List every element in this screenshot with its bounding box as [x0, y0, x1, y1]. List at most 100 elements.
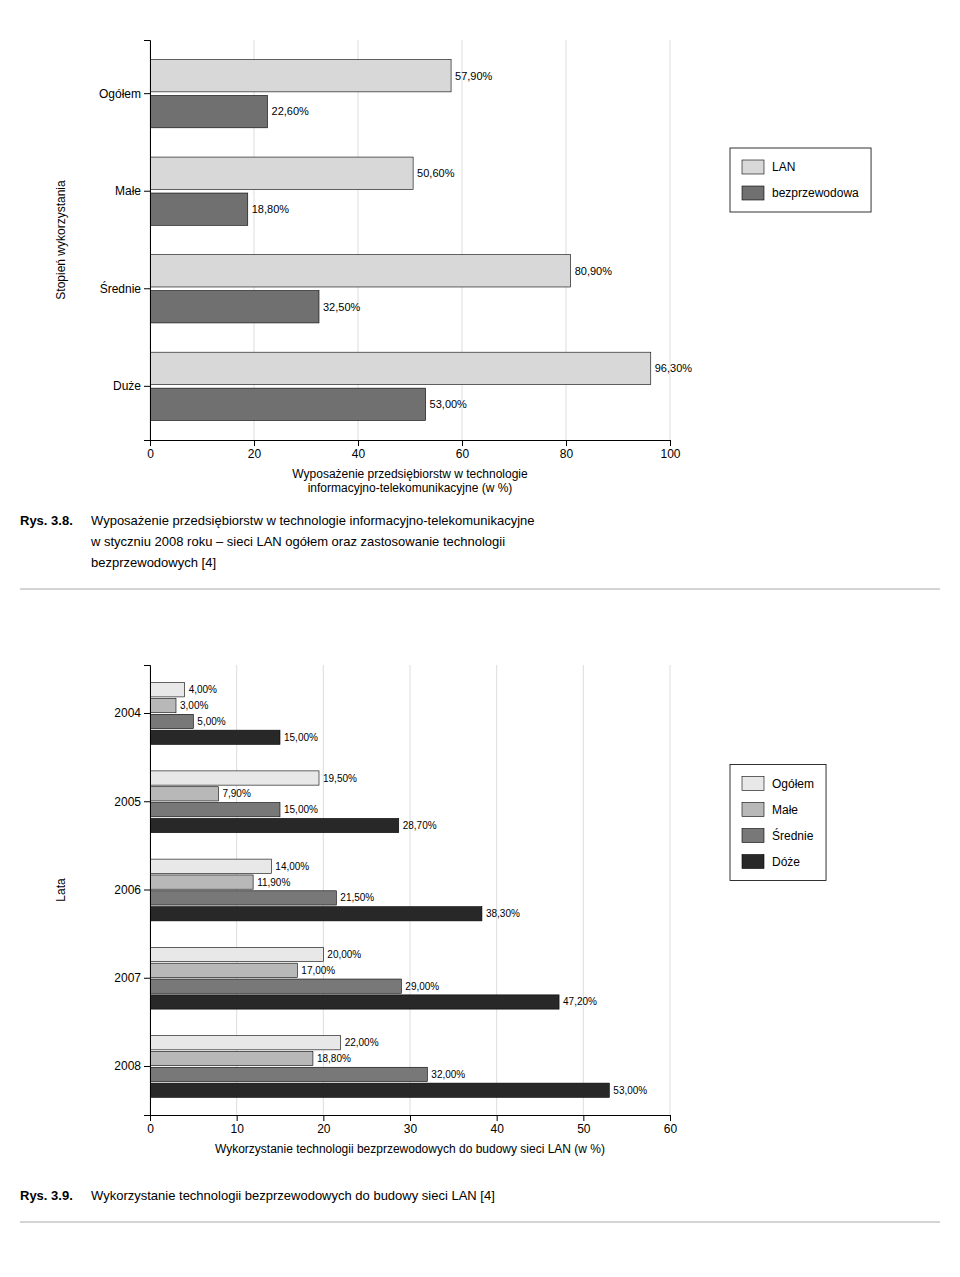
bar: [150, 995, 559, 1009]
data-label: 50,60%: [417, 167, 455, 179]
legend-label: Ogółem: [772, 777, 814, 791]
legend-swatch: [742, 777, 764, 791]
legend-item: Ogółem: [742, 777, 814, 791]
caption-text: Wykorzystanie technologii bezprzewodowyc…: [91, 1188, 495, 1203]
bar: [150, 1083, 609, 1097]
y-tick-mark: [144, 801, 150, 802]
bar: [150, 698, 176, 712]
x-tick: 100: [660, 440, 680, 461]
bar: [150, 714, 193, 728]
bar: [150, 388, 426, 420]
legend-swatch: [742, 803, 764, 817]
bar: [150, 875, 253, 889]
data-label: 47,20%: [563, 996, 597, 1007]
legend-item: LAN: [742, 160, 795, 174]
data-labels: 22,00%20,00%14,00%19,50%4,00%18,80%17,00…: [180, 684, 647, 1095]
y-tick: 2007: [114, 971, 150, 985]
legend-item: Średnie: [742, 828, 814, 843]
y-tick: Ogółem: [99, 86, 150, 100]
caption-label: Rys. 3.9.: [20, 1188, 73, 1203]
x-tick-mark: [323, 1115, 324, 1121]
data-label: 5,00%: [197, 716, 225, 727]
x-tick-mark: [670, 440, 671, 446]
bar-series: [150, 95, 426, 420]
y-tick-mark: [144, 978, 150, 979]
data-label: 53,00%: [430, 398, 468, 410]
x-tick-mark: [462, 440, 463, 446]
y-tick-mark: [144, 1066, 150, 1067]
data-label: 29,00%: [405, 981, 439, 992]
y-tick-label: Ogółem: [99, 86, 141, 100]
data-label: 17,00%: [301, 965, 335, 976]
bar: [150, 818, 399, 832]
bar: [150, 947, 323, 961]
x-tick-label: 20: [317, 1122, 331, 1136]
x-axis-title: Wyposażenie przedsiębiorstw w technologi…: [292, 467, 528, 495]
legend: LANbezprzewodowa: [730, 148, 871, 212]
grid-line: [670, 40, 671, 440]
x-tick-label: 30: [404, 1122, 418, 1136]
x-tick: 0: [147, 1115, 154, 1136]
bar-series: [150, 714, 427, 1081]
legend-items: LANbezprzewodowa: [742, 160, 859, 200]
x-tick-mark: [410, 1115, 411, 1121]
y-tick-label: 2005: [114, 795, 141, 809]
legend-swatch: [742, 829, 764, 843]
y-tick-label: Małe: [115, 184, 141, 198]
bar-series: [150, 698, 313, 1065]
y-axis: Duże Średnie Małe Ogółem: [99, 41, 151, 441]
bar: [150, 963, 297, 977]
x-axis: 0102030405060: [147, 1115, 677, 1136]
x-tick: 20: [317, 1115, 331, 1136]
chart: 96,30%80,90%50,60%57,90%53,00%32,50%18,8…: [54, 40, 871, 495]
x-tick-label: 100: [660, 447, 680, 461]
x-tick: 20: [248, 440, 262, 461]
caption-text: Wyposażenie przedsiębiorstw w technologi…: [91, 513, 535, 528]
y-tick-mark: [144, 713, 150, 714]
y-tick-label: Średnie: [100, 281, 142, 296]
data-label: 18,80%: [252, 203, 290, 215]
legend-label: LAN: [772, 160, 795, 174]
bar: [150, 907, 482, 921]
x-tick-label: 60: [664, 1122, 678, 1136]
y-tick-mark: [144, 288, 150, 289]
bar: [150, 771, 319, 785]
x-tick-label: 0: [147, 1122, 154, 1136]
y-axis: 2008 2007 2006 2005 2004: [114, 666, 150, 1116]
caption-text: bezprzewodowych [4]: [91, 555, 216, 570]
y-tick-label: 2004: [114, 706, 141, 720]
y-tick-label: 2007: [114, 971, 141, 985]
separator: [20, 588, 940, 589]
bars: [150, 60, 651, 421]
grid: [150, 665, 670, 1115]
x-axis-line: [151, 441, 671, 447]
data-label: 11,90%: [257, 877, 290, 888]
bar: [150, 891, 336, 905]
data-label: 32,00%: [431, 1069, 465, 1080]
y-tick: 2006: [114, 883, 150, 897]
legend-items: OgółemMałeŚrednieDóże: [742, 777, 814, 869]
x-tick-mark: [670, 1115, 671, 1121]
y-tick: Duże: [113, 379, 150, 393]
grid-line: [496, 665, 497, 1115]
bar: [150, 787, 218, 801]
legend-frame: [730, 148, 871, 212]
bar: [150, 859, 271, 873]
x-tick: 80: [560, 440, 574, 461]
x-tick-mark: [358, 440, 359, 446]
bar: [150, 95, 268, 127]
bar: [150, 352, 651, 384]
y-tick-mark: [144, 191, 150, 192]
data-label: 57,90%: [455, 70, 493, 82]
y-axis-title: Stopień wykorzystania: [54, 180, 68, 300]
data-label: 4,00%: [189, 684, 217, 695]
y-tick: Średnie: [100, 281, 150, 296]
y-tick: 2004: [114, 706, 150, 720]
x-axis-line: [151, 1116, 671, 1122]
legend-item: Małe: [742, 803, 798, 817]
y-tick: 2008: [114, 1059, 150, 1073]
caption-text: w styczniu 2008 roku – sieci LAN ogółem …: [90, 534, 505, 549]
bar: [150, 193, 248, 225]
data-label: 53,00%: [613, 1085, 647, 1096]
y-tick-mark: [144, 890, 150, 891]
